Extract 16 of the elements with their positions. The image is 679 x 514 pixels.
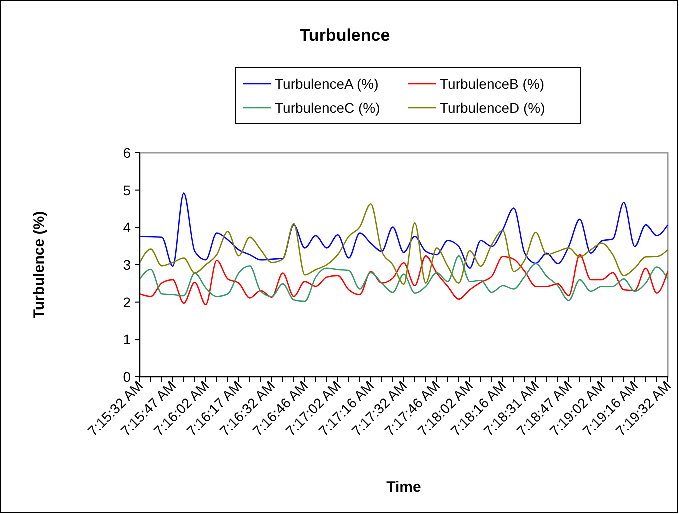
- y-tick-label: 0: [123, 369, 132, 385]
- y-tick-label: 6: [123, 145, 132, 161]
- legend-label: TurbulenceC (%): [275, 100, 380, 116]
- y-axis-title: Turbulence (%): [31, 211, 48, 319]
- y-tick-label: 5: [123, 182, 132, 198]
- chart-title: Turbulence: [300, 26, 390, 45]
- line-series: [139, 192, 669, 270]
- legend-label: TurbulenceA (%): [275, 76, 379, 92]
- y-tick-label: 4: [123, 220, 132, 236]
- legend-label: TurbulenceD (%): [440, 100, 546, 116]
- x-axis-title: Time: [386, 479, 422, 496]
- legend-label: TurbulenceB (%): [440, 76, 545, 92]
- y-tick-label: 1: [123, 332, 132, 348]
- line-series: [139, 203, 669, 286]
- y-tick-label: 3: [123, 257, 132, 273]
- y-tick-label: 2: [123, 294, 132, 310]
